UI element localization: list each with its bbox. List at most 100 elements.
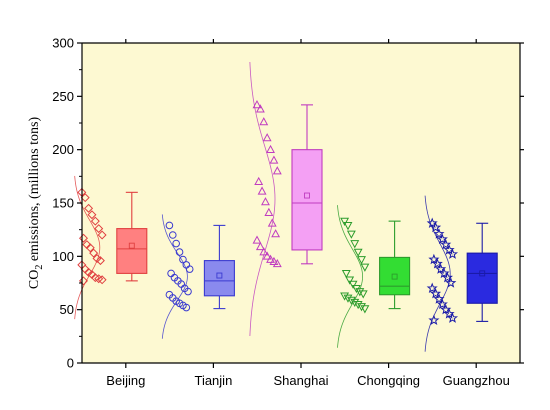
- data-point: [343, 222, 353, 231]
- y-tick-label: 100: [52, 249, 74, 264]
- data-point: [179, 255, 187, 264]
- box-iqr: [116, 228, 148, 274]
- data-point: [80, 193, 90, 203]
- mean-marker: [391, 273, 398, 280]
- data-point: [272, 258, 282, 268]
- distribution-curve: [161, 214, 188, 339]
- data-point: [341, 270, 351, 279]
- data-point: [340, 292, 350, 301]
- data-point: [358, 290, 368, 299]
- y-axis-label-subscript: 2: [34, 265, 45, 270]
- x-tick-label: Chongqing: [357, 373, 420, 388]
- box-iqr: [379, 256, 411, 296]
- distribution-curve: [74, 175, 101, 320]
- mean-marker: [479, 270, 486, 277]
- y-axis-label: CO2 emissions, (millions tons): [27, 117, 45, 290]
- data-point: [261, 197, 270, 206]
- data-point: [87, 210, 97, 220]
- x-tick-label: Beijing: [106, 373, 145, 388]
- data-point: [252, 100, 262, 109]
- data-point: [78, 233, 88, 243]
- data-point: [84, 203, 94, 213]
- data-point: [172, 239, 180, 248]
- y-axis-label-rest: emissions, (millions tons): [27, 117, 42, 265]
- data-point: [252, 235, 262, 244]
- mean-marker: [304, 192, 310, 199]
- data-point: [175, 248, 184, 256]
- data-point: [266, 144, 275, 154]
- data-point: [343, 294, 353, 303]
- data-point: [441, 271, 453, 283]
- data-point: [443, 308, 455, 319]
- data-point: [436, 298, 448, 310]
- data-point: [446, 248, 459, 259]
- data-point: [182, 303, 191, 312]
- mean-marker: [128, 242, 135, 249]
- y-tick-label: 0: [67, 356, 74, 371]
- data-point: [428, 253, 440, 265]
- data-point: [271, 229, 281, 238]
- y-tick-label: 300: [52, 36, 74, 51]
- x-tick-label: Shanghai: [274, 373, 329, 388]
- data-point: [426, 217, 438, 228]
- data-point: [431, 257, 443, 269]
- data-point: [360, 263, 370, 272]
- data-point: [269, 256, 279, 266]
- data-point: [94, 224, 104, 234]
- data-point: [446, 312, 459, 323]
- data-point: [262, 251, 272, 260]
- box-iqr: [466, 252, 498, 304]
- distribution-curve: [337, 205, 364, 348]
- data-point: [345, 276, 355, 285]
- x-tick-label: Tianjin: [194, 373, 232, 388]
- data-point: [436, 233, 448, 244]
- data-point: [430, 221, 442, 233]
- y-axis-ticks: 0 50 100 150 200 250 300: [52, 36, 524, 371]
- data-point: [350, 298, 360, 308]
- x-tick-label: Guangzhou: [443, 373, 510, 388]
- data-point: [340, 217, 350, 226]
- data-point: [438, 267, 450, 279]
- data-point: [262, 133, 272, 142]
- data-point: [428, 314, 440, 326]
- data-point: [353, 248, 363, 257]
- data-point: [185, 265, 194, 273]
- data-point: [355, 288, 365, 297]
- data-point: [85, 243, 95, 253]
- data-point: [346, 296, 356, 305]
- data-point: [353, 300, 363, 310]
- data-point: [348, 280, 358, 289]
- data-point: [254, 176, 264, 186]
- data-point: [346, 230, 356, 239]
- data-point: [168, 231, 177, 239]
- box-elements: [116, 104, 498, 322]
- data-point: [97, 230, 107, 240]
- data-point: [255, 241, 265, 251]
- y-tick-label: 150: [52, 196, 74, 211]
- data-point: [443, 244, 455, 255]
- data-point: [255, 104, 265, 113]
- data-point: [165, 221, 174, 230]
- data-point: [350, 240, 360, 249]
- data-point: [95, 256, 105, 266]
- data-point: [78, 276, 88, 286]
- x-axis-ticks: Beijing Tianjin Shanghai Chongqing Guangzhou: [106, 39, 510, 388]
- box-iqr: [291, 149, 323, 251]
- data-point: [440, 303, 452, 315]
- data-point: [426, 282, 438, 294]
- data-point: [259, 117, 269, 126]
- data-point: [435, 263, 447, 274]
- data-point: [433, 293, 445, 304]
- y-tick-label: 250: [52, 89, 74, 104]
- data-point: [445, 277, 457, 288]
- y-tick-label: 200: [52, 142, 74, 157]
- data-point: [440, 238, 452, 250]
- data-point: [430, 287, 442, 299]
- data-point: [89, 248, 99, 258]
- mean-marker: [216, 272, 223, 279]
- data-point: [357, 303, 366, 312]
- data-point: [90, 216, 100, 226]
- data-point: [184, 287, 192, 296]
- data-point: [272, 166, 282, 175]
